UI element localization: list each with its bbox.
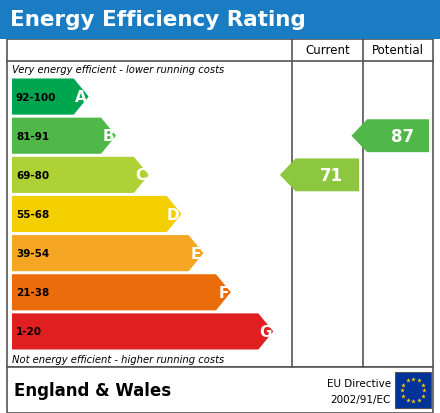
Text: 39-54: 39-54: [16, 249, 49, 259]
Polygon shape: [12, 157, 149, 193]
Text: B: B: [103, 129, 114, 144]
Polygon shape: [12, 313, 273, 350]
Text: 87: 87: [391, 127, 414, 145]
Polygon shape: [12, 79, 88, 115]
Bar: [7, 367, 433, 413]
Text: Current: Current: [305, 44, 350, 57]
Text: A: A: [75, 90, 87, 105]
Polygon shape: [12, 119, 116, 154]
Text: G: G: [259, 324, 271, 339]
Text: 92-100: 92-100: [16, 93, 56, 102]
Text: England & Wales: England & Wales: [14, 381, 171, 399]
Text: Not energy efficient - higher running costs: Not energy efficient - higher running co…: [12, 354, 224, 364]
Bar: [0, 0, 440, 40]
Text: 69-80: 69-80: [16, 171, 49, 180]
Bar: [395, 372, 431, 408]
Polygon shape: [12, 275, 231, 311]
Text: Potential: Potential: [372, 44, 424, 57]
Text: EU Directive: EU Directive: [327, 378, 391, 388]
Text: E: E: [191, 246, 202, 261]
Text: 2002/91/EC: 2002/91/EC: [330, 394, 391, 404]
Text: F: F: [219, 285, 229, 300]
Bar: [7, 40, 433, 367]
Text: Very energy efficient - lower running costs: Very energy efficient - lower running co…: [12, 65, 224, 75]
Polygon shape: [12, 197, 182, 233]
Polygon shape: [12, 235, 203, 272]
Polygon shape: [280, 159, 359, 192]
Text: 81-91: 81-91: [16, 131, 49, 141]
Text: 21-38: 21-38: [16, 287, 49, 297]
Text: Energy Efficiency Rating: Energy Efficiency Rating: [10, 10, 306, 30]
Polygon shape: [352, 120, 429, 153]
Text: D: D: [167, 207, 180, 222]
Text: 1-20: 1-20: [16, 327, 42, 337]
Text: 71: 71: [320, 166, 343, 185]
Text: C: C: [136, 168, 147, 183]
Text: 55-68: 55-68: [16, 209, 49, 219]
